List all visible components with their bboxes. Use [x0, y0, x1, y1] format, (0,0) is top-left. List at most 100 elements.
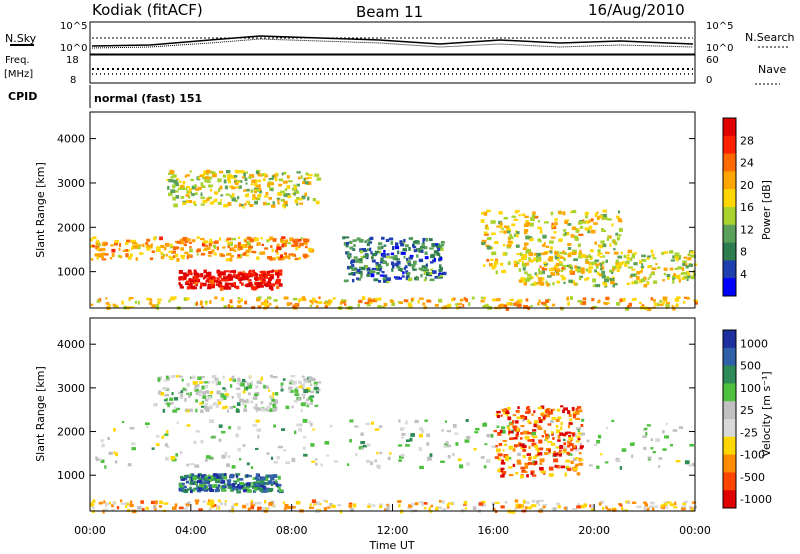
heat-cell [597, 434, 602, 439]
heat-cell [502, 440, 507, 442]
heat-cell [592, 278, 596, 283]
heat-cell [255, 281, 260, 286]
heat-cell [517, 209, 520, 213]
heat-cell [594, 259, 600, 262]
heat-cell [459, 464, 464, 469]
heat-cell [290, 375, 296, 378]
heat-cell [504, 458, 509, 462]
heat-cell [533, 410, 536, 413]
heat-cell [418, 250, 421, 253]
heat-cell [548, 256, 553, 260]
heat-cell [205, 455, 211, 459]
heat-cell [439, 247, 444, 251]
heat-cell [513, 427, 517, 431]
heat-cell [539, 281, 545, 286]
heat-cell [600, 453, 603, 456]
heat-cell [201, 305, 204, 309]
heat-cell [209, 488, 213, 492]
heat-cell [572, 249, 577, 253]
heat-cell [256, 478, 262, 481]
velocity-colorbar-label: Velocity [m s⁻¹] [760, 371, 773, 456]
heat-cell [201, 376, 205, 379]
heat-cell [243, 487, 247, 490]
heat-cell [239, 272, 244, 276]
heat-cell [430, 504, 433, 508]
heat-cell [424, 276, 427, 281]
heat-cell [193, 275, 198, 278]
heat-cell [267, 182, 271, 187]
heat-cell [211, 284, 215, 287]
heat-cell [197, 376, 202, 380]
heat-cell [268, 256, 272, 260]
heat-cell [126, 502, 130, 506]
heat-cell [213, 252, 217, 256]
heat-cell [577, 432, 582, 435]
heat-cell [438, 298, 443, 303]
heat-cell [634, 273, 637, 277]
heat-cell [220, 278, 225, 282]
heat-cell [441, 243, 445, 247]
colorbar-segment [723, 118, 736, 137]
heat-cell [447, 444, 452, 448]
heat-cell [267, 506, 270, 510]
heat-cell [247, 240, 250, 244]
heat-cell [211, 171, 216, 174]
heat-cell [399, 277, 402, 280]
heat-cell [172, 506, 177, 510]
heat-cell [418, 447, 423, 451]
heat-cell [255, 403, 258, 408]
heat-cell [101, 243, 107, 247]
heat-cell [204, 274, 209, 278]
heat-cell [302, 181, 306, 185]
colorbar-segment [723, 454, 736, 473]
heat-cell [280, 199, 285, 202]
heat-cell [545, 245, 550, 248]
heat-cell [582, 301, 587, 305]
heat-cell [605, 259, 608, 263]
heat-cell [240, 298, 243, 302]
heat-cell [241, 176, 246, 179]
heat-cell [285, 193, 291, 197]
heat-cell [227, 242, 232, 245]
heat-cell [525, 430, 529, 435]
heat-cell [548, 258, 552, 262]
heat-cell [590, 508, 595, 512]
heat-cell [490, 433, 494, 438]
heat-cell [599, 244, 604, 249]
heat-cell [606, 218, 612, 221]
heat-cell [341, 299, 346, 302]
heat-cell [471, 296, 475, 300]
heat-cell [219, 502, 223, 506]
heat-cell [310, 443, 315, 447]
heat-cell [539, 462, 543, 465]
heat-cell [485, 459, 491, 463]
heat-cell [263, 500, 267, 504]
heat-cell [381, 236, 385, 240]
heat-cell [222, 276, 228, 279]
heat-cell [242, 504, 247, 509]
heat-cell [381, 245, 384, 249]
heat-cell [631, 281, 635, 285]
heat-cell [164, 393, 170, 397]
heat-cell [216, 271, 221, 274]
heat-cell [179, 283, 183, 287]
heat-cell [662, 279, 665, 282]
heat-cell [579, 442, 582, 446]
heat-cell [604, 283, 608, 287]
heat-cell [360, 432, 364, 436]
heat-cell [220, 393, 225, 396]
heat-cell [202, 277, 206, 280]
heat-cell [283, 296, 289, 300]
heat-cell [235, 473, 241, 476]
heat-cell [371, 259, 376, 263]
freq-tick-high: 18 [66, 55, 79, 66]
heat-cell [512, 463, 516, 467]
heat-cell [399, 455, 404, 459]
heat-cell [392, 258, 397, 261]
heat-cell [685, 271, 690, 274]
freq-label-line1: Freq. [5, 55, 30, 66]
heat-cell [186, 297, 190, 300]
heat-cell [508, 456, 512, 460]
heat-cell [201, 385, 205, 390]
